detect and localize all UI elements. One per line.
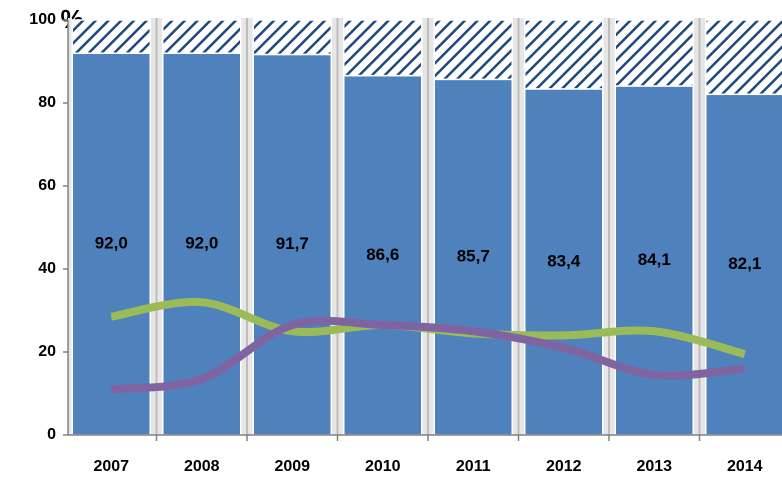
- data-label: 86,6: [366, 245, 399, 264]
- x-tick-label: 2007: [93, 458, 129, 475]
- y-tick-label: 40: [38, 260, 56, 277]
- x-tick-label: 2014: [727, 458, 763, 475]
- bar-remainder: [614, 19, 694, 87]
- bar-remainder: [433, 19, 513, 81]
- data-label: 85,7: [457, 247, 490, 266]
- x-tick-label: 2013: [636, 458, 672, 475]
- x-tick-label: 2008: [184, 458, 220, 475]
- data-label: 84,1: [638, 250, 671, 269]
- bar: [343, 74, 423, 436]
- data-label: 83,4: [547, 251, 581, 270]
- y-tick-label: 80: [38, 94, 56, 111]
- bar-gap: [68, 18, 72, 435]
- x-tick-label: 2010: [365, 458, 401, 475]
- x-tick-label: 2012: [546, 458, 582, 475]
- bar: [252, 53, 332, 436]
- data-label: 92,0: [185, 234, 218, 253]
- bar: [433, 78, 513, 436]
- y-tick-label: 20: [38, 343, 56, 360]
- plot-area: 92,0 92,0 91,7 86,6 85,7 83,4 84,1 82,1: [68, 18, 782, 436]
- bar: [705, 93, 782, 436]
- line-series: [110, 316, 746, 394]
- bar-remainder: [162, 19, 242, 54]
- y-tick-label: 60: [38, 177, 56, 194]
- y-tick-label: 100: [29, 11, 56, 28]
- bar-remainder: [252, 19, 332, 56]
- bar-remainder: [705, 19, 782, 96]
- y-tick-label: 0: [47, 426, 56, 443]
- x-tick-label: 2009: [274, 458, 310, 475]
- data-label: 82,1: [728, 254, 761, 273]
- data-label: 92,0: [95, 234, 128, 253]
- bar-remainder: [71, 19, 151, 54]
- bar-remainder: [524, 19, 604, 90]
- x-tick-label: 2011: [456, 458, 491, 475]
- data-label: 91,7: [276, 234, 309, 253]
- bar-remainder: [343, 19, 423, 77]
